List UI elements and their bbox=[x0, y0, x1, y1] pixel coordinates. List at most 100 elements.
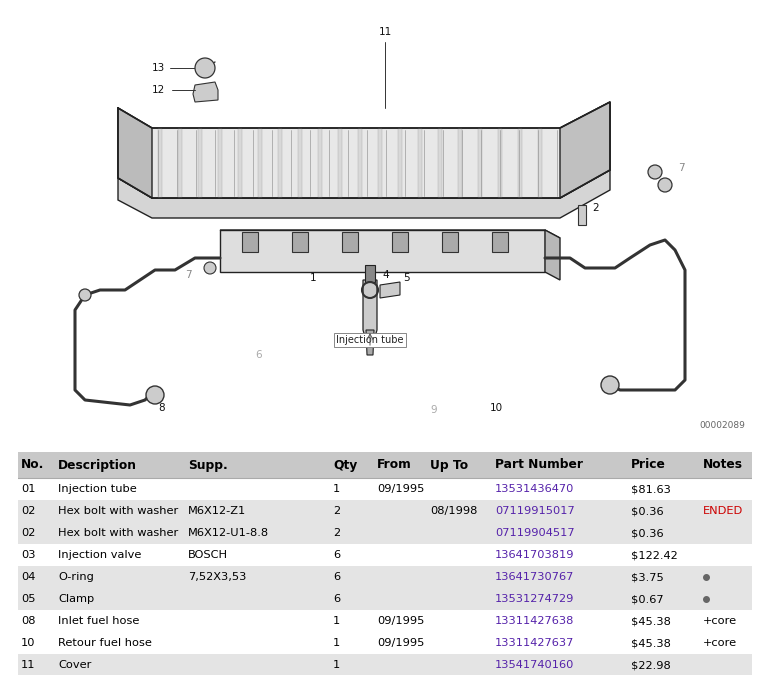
Polygon shape bbox=[238, 128, 242, 198]
Text: 8: 8 bbox=[158, 403, 165, 413]
Text: Injection tube: Injection tube bbox=[336, 335, 403, 345]
Text: 07119904517: 07119904517 bbox=[495, 528, 574, 538]
Text: 02: 02 bbox=[21, 528, 35, 538]
Polygon shape bbox=[538, 128, 542, 198]
Text: 12: 12 bbox=[152, 85, 165, 95]
Text: O-ring: O-ring bbox=[58, 572, 94, 582]
Polygon shape bbox=[363, 280, 377, 340]
Text: 13: 13 bbox=[152, 63, 165, 73]
Text: 10: 10 bbox=[490, 403, 503, 413]
Text: Qty: Qty bbox=[333, 458, 357, 472]
Text: 13531436470: 13531436470 bbox=[495, 484, 574, 494]
Text: 2: 2 bbox=[333, 528, 340, 538]
Text: +core: +core bbox=[703, 616, 737, 626]
Polygon shape bbox=[458, 128, 462, 198]
Polygon shape bbox=[220, 230, 560, 238]
Polygon shape bbox=[380, 282, 400, 298]
Text: 05: 05 bbox=[21, 594, 35, 604]
Polygon shape bbox=[178, 128, 182, 198]
Text: 2: 2 bbox=[333, 506, 340, 516]
Text: ENDED: ENDED bbox=[703, 506, 743, 516]
Polygon shape bbox=[193, 82, 218, 102]
Polygon shape bbox=[478, 128, 482, 198]
Text: Notes: Notes bbox=[703, 458, 743, 472]
Bar bbox=[18, 452, 752, 478]
Text: 09/1995: 09/1995 bbox=[377, 638, 424, 648]
Text: 6: 6 bbox=[333, 594, 340, 604]
Text: 04: 04 bbox=[21, 572, 35, 582]
Bar bbox=[18, 544, 752, 566]
Text: $3.75: $3.75 bbox=[631, 572, 663, 582]
Text: 00002089: 00002089 bbox=[700, 421, 745, 430]
Text: 7: 7 bbox=[678, 163, 685, 173]
Circle shape bbox=[204, 262, 216, 274]
Polygon shape bbox=[318, 128, 322, 198]
Polygon shape bbox=[498, 128, 502, 198]
Text: 7,52X3,53: 7,52X3,53 bbox=[188, 572, 246, 582]
Polygon shape bbox=[118, 102, 610, 198]
Text: Injection tube: Injection tube bbox=[58, 484, 137, 494]
Text: 13641730767: 13641730767 bbox=[495, 572, 574, 582]
Polygon shape bbox=[158, 128, 162, 198]
Text: 10: 10 bbox=[21, 638, 35, 648]
Text: $122.42: $122.42 bbox=[631, 550, 678, 560]
Polygon shape bbox=[218, 128, 222, 198]
Bar bbox=[18, 566, 752, 588]
Text: 11: 11 bbox=[378, 27, 392, 37]
Text: 6: 6 bbox=[255, 350, 262, 360]
Text: Supp.: Supp. bbox=[188, 458, 228, 472]
Text: 01: 01 bbox=[21, 484, 35, 494]
Text: 7: 7 bbox=[186, 270, 192, 280]
Text: BOSCH: BOSCH bbox=[188, 550, 228, 560]
Polygon shape bbox=[358, 128, 362, 198]
Text: Cover: Cover bbox=[58, 660, 91, 670]
Circle shape bbox=[79, 289, 91, 301]
Text: $45.38: $45.38 bbox=[631, 638, 671, 648]
Bar bbox=[18, 654, 752, 675]
Bar bbox=[578, 205, 586, 225]
Bar bbox=[392, 232, 408, 252]
Text: 08/1998: 08/1998 bbox=[430, 506, 477, 516]
Polygon shape bbox=[298, 128, 302, 198]
Polygon shape bbox=[378, 128, 382, 198]
Text: 1: 1 bbox=[333, 616, 341, 626]
Polygon shape bbox=[118, 170, 610, 218]
Text: 02: 02 bbox=[21, 506, 35, 516]
Text: 03: 03 bbox=[21, 550, 35, 560]
Text: 1: 1 bbox=[333, 484, 341, 494]
Text: 09/1995: 09/1995 bbox=[377, 484, 424, 494]
Text: 07119915017: 07119915017 bbox=[495, 506, 574, 516]
Text: 1: 1 bbox=[310, 273, 317, 283]
Bar bbox=[442, 232, 458, 252]
Polygon shape bbox=[118, 108, 152, 198]
Text: Up To: Up To bbox=[430, 458, 468, 472]
Text: $81.63: $81.63 bbox=[631, 484, 671, 494]
Text: $45.38: $45.38 bbox=[631, 616, 671, 626]
Text: Injection valve: Injection valve bbox=[58, 550, 141, 560]
Polygon shape bbox=[518, 128, 522, 198]
Text: $22.98: $22.98 bbox=[631, 660, 671, 670]
Text: Retour fuel hose: Retour fuel hose bbox=[58, 638, 152, 648]
Text: Inlet fuel hose: Inlet fuel hose bbox=[58, 616, 140, 626]
Polygon shape bbox=[220, 230, 545, 272]
Polygon shape bbox=[418, 128, 422, 198]
Polygon shape bbox=[365, 265, 375, 282]
Bar bbox=[18, 588, 752, 610]
Bar bbox=[292, 232, 308, 252]
Bar bbox=[18, 632, 752, 654]
Polygon shape bbox=[338, 128, 342, 198]
Circle shape bbox=[658, 178, 672, 192]
Bar bbox=[242, 232, 258, 252]
Text: M6X12-U1-8.8: M6X12-U1-8.8 bbox=[188, 528, 269, 538]
Text: Description: Description bbox=[58, 458, 137, 472]
Text: Hex bolt with washer: Hex bolt with washer bbox=[58, 528, 178, 538]
Bar bbox=[18, 500, 752, 522]
Bar bbox=[492, 232, 508, 252]
Circle shape bbox=[146, 386, 164, 404]
Text: 5: 5 bbox=[403, 273, 410, 283]
Text: 13541740160: 13541740160 bbox=[495, 660, 574, 670]
Polygon shape bbox=[278, 128, 282, 198]
Circle shape bbox=[648, 165, 662, 179]
Text: M6X12-Z1: M6X12-Z1 bbox=[188, 506, 246, 516]
Circle shape bbox=[195, 58, 215, 78]
